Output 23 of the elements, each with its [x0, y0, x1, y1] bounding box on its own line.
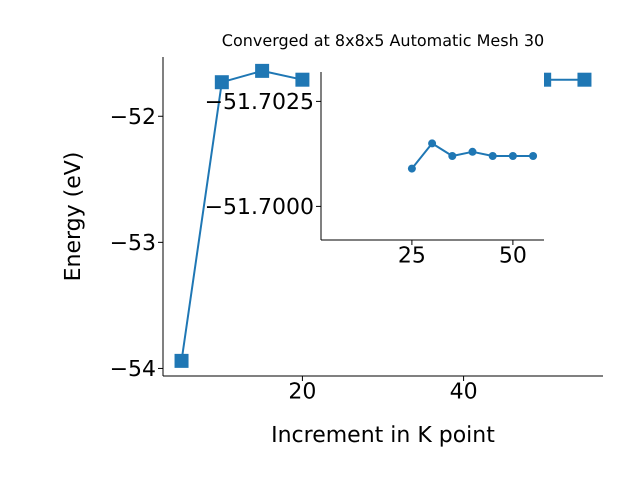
point: [255, 64, 270, 78]
x-tick-label: 40: [450, 380, 478, 405]
x-tick-label: 25: [398, 244, 426, 269]
point: [174, 354, 189, 368]
y-tick-label: −53: [110, 231, 156, 256]
point: [428, 139, 436, 148]
x-axis-title: Increment in K point: [271, 423, 496, 448]
point: [488, 152, 497, 160]
x-tick-label: 50: [498, 244, 527, 269]
point: [529, 152, 538, 160]
point: [468, 148, 476, 156]
point: [577, 72, 592, 87]
y-axis-title: Energy (eV): [60, 152, 86, 282]
point: [508, 152, 517, 160]
chart-title: Converged at 8x8x5 Automatic Mesh 30: [220, 31, 546, 50]
point: [408, 164, 416, 173]
point: [295, 72, 310, 87]
y-tick-label: −52: [110, 105, 156, 130]
point: [214, 75, 229, 90]
y-tick-label: −51.7000: [204, 195, 314, 220]
y-tick-label: −54: [110, 357, 156, 382]
x-tick-label: 20: [288, 380, 316, 405]
point: [448, 152, 456, 160]
